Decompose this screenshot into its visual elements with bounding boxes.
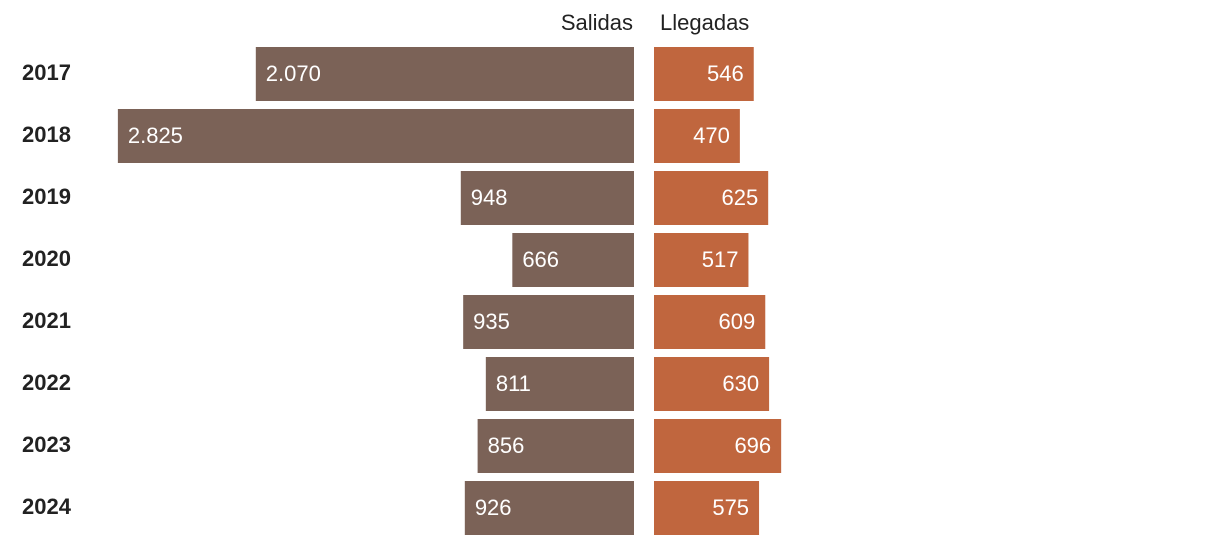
bar xyxy=(485,357,634,411)
value-label: 666 xyxy=(522,247,559,272)
bar xyxy=(477,419,634,473)
bar xyxy=(255,47,634,101)
bar xyxy=(463,295,634,349)
value-label: 517 xyxy=(702,247,739,272)
value-label: 856 xyxy=(488,433,525,458)
value-label: 546 xyxy=(707,61,744,86)
value-label: 575 xyxy=(712,495,749,520)
bar xyxy=(117,109,634,163)
y-tick-label: 2024 xyxy=(22,494,72,519)
legend-label: Salidas xyxy=(561,10,633,35)
y-tick-label: 2023 xyxy=(22,432,71,457)
value-label: 2.070 xyxy=(266,61,321,86)
value-label: 926 xyxy=(475,495,512,520)
value-label: 811 xyxy=(496,371,531,396)
y-tick-label: 2017 xyxy=(22,60,71,85)
value-label: 935 xyxy=(473,309,510,334)
legend-label: Llegadas xyxy=(660,10,749,35)
bar xyxy=(464,481,634,535)
bar xyxy=(654,233,749,287)
bar xyxy=(654,295,766,349)
value-label: 2.825 xyxy=(128,123,183,148)
value-label: 630 xyxy=(722,371,759,396)
value-label: 609 xyxy=(719,309,756,334)
bar xyxy=(654,357,770,411)
y-tick-label: 2018 xyxy=(22,122,71,147)
y-tick-label: 2022 xyxy=(22,370,71,395)
bar xyxy=(460,171,634,225)
value-label: 948 xyxy=(471,185,508,210)
bar xyxy=(654,109,740,163)
bar xyxy=(654,481,760,535)
value-label: 470 xyxy=(693,123,730,148)
bar xyxy=(654,47,754,101)
bar xyxy=(654,171,769,225)
value-label: 696 xyxy=(734,433,771,458)
y-tick-label: 2021 xyxy=(22,308,71,333)
y-tick-label: 2019 xyxy=(22,184,71,209)
y-tick-label: 2020 xyxy=(22,246,71,271)
value-label: 625 xyxy=(721,185,758,210)
bar xyxy=(654,419,782,473)
bar xyxy=(512,233,634,287)
